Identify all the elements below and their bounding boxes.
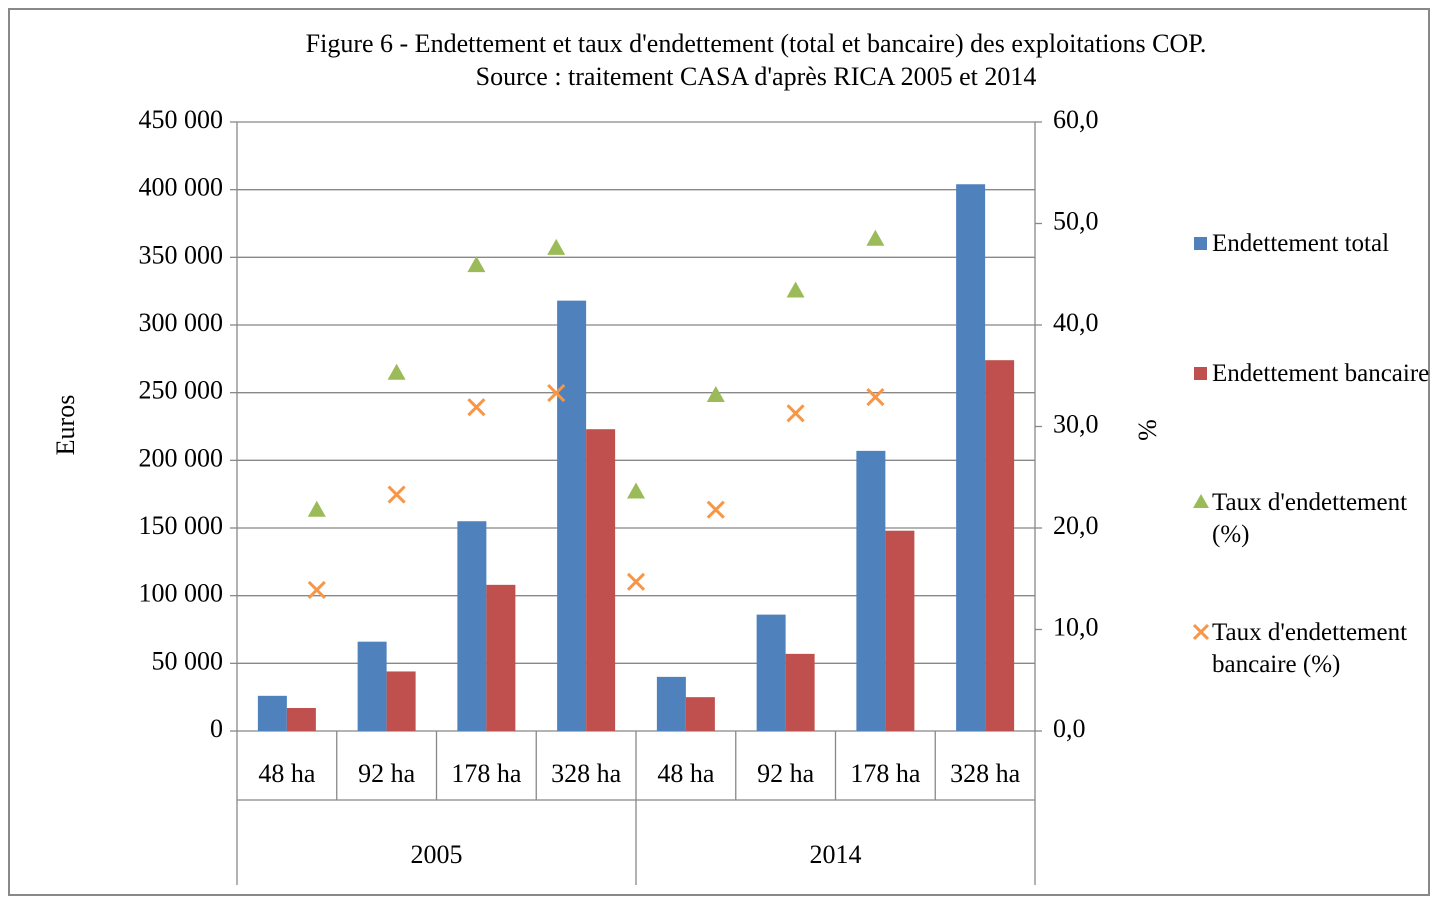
y2-tick-label: 60,0 — [1053, 105, 1099, 134]
y2-tick-label: 20,0 — [1053, 511, 1099, 540]
y2-tick-label: 40,0 — [1053, 308, 1099, 337]
bar — [956, 184, 986, 732]
triangle-marker — [387, 363, 406, 380]
triangle-marker — [706, 386, 725, 403]
triangle-marker — [307, 500, 326, 517]
x-tick-label: 328 ha — [551, 759, 622, 788]
triangle-marker — [786, 281, 805, 298]
cross-marker — [706, 500, 725, 519]
bar — [785, 653, 815, 731]
y-tick-label: 50 000 — [152, 646, 224, 675]
bar — [486, 584, 516, 731]
legend-item: Taux d'endettement (%) — [1192, 487, 1432, 551]
triangle-marker — [467, 256, 486, 273]
y-tick-label: 400 000 — [139, 173, 224, 202]
cross-marker — [786, 404, 805, 423]
cross-marker — [467, 398, 486, 417]
y2-axis-label: % — [1133, 419, 1162, 441]
bar — [685, 697, 715, 731]
triangle-marker — [547, 238, 566, 255]
x-tick-label: 92 ha — [757, 759, 815, 788]
legend-item: Taux d'endettement bancaire (%) — [1192, 617, 1432, 681]
legend-symbol — [1192, 228, 1212, 260]
x-tick-label: 178 ha — [451, 759, 522, 788]
cross-marker — [626, 572, 646, 591]
y-tick-label: 300 000 — [139, 308, 224, 337]
bar — [885, 530, 915, 731]
legend-symbol — [1192, 358, 1212, 390]
y-tick-label: 200 000 — [139, 443, 224, 472]
chart-title: Figure 6 - Endettement et taux d'endette… — [306, 29, 1207, 58]
bar — [856, 450, 886, 731]
bar — [557, 300, 587, 731]
x-tick-label: 328 ha — [950, 759, 1021, 788]
y-tick-label: 250 000 — [139, 376, 224, 405]
legend-symbol — [1192, 487, 1212, 519]
bar — [586, 429, 616, 731]
y2-tick-label: 0,0 — [1053, 714, 1086, 743]
legend-label: Taux d'endettement bancaire (%) — [1212, 619, 1408, 678]
legend-symbol — [1192, 617, 1212, 649]
y-tick-label: 150 000 — [139, 511, 224, 540]
bar — [457, 521, 487, 731]
x-tick-label: 178 ha — [850, 759, 921, 788]
bar — [286, 707, 316, 731]
y2-tick-label: 10,0 — [1053, 612, 1099, 641]
group-label: 2014 — [810, 840, 862, 869]
cross-marker — [307, 580, 326, 599]
legend-label: Taux d'endettement (%) — [1212, 489, 1408, 548]
y2-tick-label: 50,0 — [1053, 206, 1099, 235]
y-tick-label: 350 000 — [139, 240, 224, 269]
y-tick-label: 100 000 — [139, 579, 224, 608]
triangle-marker — [627, 482, 645, 499]
y-tick-label: 450 000 — [139, 105, 224, 134]
triangle-marker — [866, 229, 885, 246]
legend-item: Endettement total — [1192, 228, 1432, 260]
legend-item: Endettement bancaire — [1192, 358, 1432, 390]
bar — [357, 641, 387, 731]
chart-frame — [8, 8, 1430, 896]
y2-tick-label: 30,0 — [1053, 409, 1099, 438]
cross-marker — [387, 485, 406, 504]
bar — [386, 671, 416, 731]
y-axis-label: Euros — [51, 395, 80, 456]
x-tick-label: 48 ha — [258, 759, 316, 788]
x-tick-label: 48 ha — [657, 759, 715, 788]
legend-label: Endettement bancaire — [1212, 360, 1430, 387]
cross-marker — [866, 388, 885, 407]
bar — [656, 676, 686, 731]
x-tick-label: 92 ha — [358, 759, 416, 788]
cross-marker — [547, 383, 566, 403]
bar — [985, 360, 1015, 731]
bar — [756, 614, 786, 731]
bar — [257, 695, 287, 731]
y-tick-label: 0 — [210, 714, 223, 743]
legend-label: Endettement total — [1212, 230, 1390, 257]
chart-subtitle: Source : traitement CASA d'après RICA 20… — [476, 62, 1037, 91]
group-label: 2005 — [411, 840, 463, 869]
